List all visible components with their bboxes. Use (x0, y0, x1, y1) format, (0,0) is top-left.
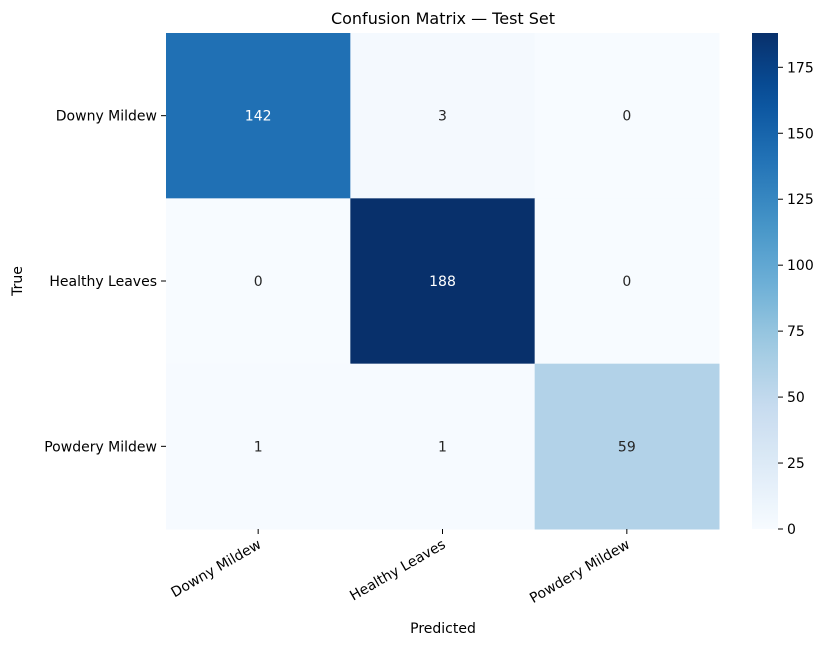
cell-value-label: 3 (438, 109, 447, 125)
chart-title: Confusion Matrix — Test Set (331, 9, 555, 28)
cell-value-label: 0 (622, 109, 631, 125)
colorbar-tick-label: 25 (787, 456, 805, 472)
y-tick-label: Downy Mildew (56, 109, 157, 125)
heatmap-cell (350, 363, 536, 530)
x-axis-ticks: Downy Mildew Healthy Leaves Powdery Mildew (169, 529, 633, 607)
heatmap-cell (534, 198, 720, 365)
colorbar-tick-label: 75 (787, 324, 805, 340)
colorbar-tick-label: 125 (787, 192, 814, 208)
x-axis-label: Predicted (410, 621, 476, 637)
cell-value-label: 142 (245, 109, 272, 125)
heatmap-cell-labels: 142 3 0 0 188 0 1 1 59 (245, 109, 636, 456)
y-tick-label: Powdery Mildew (44, 439, 157, 455)
y-axis-ticks: Downy Mildew Healthy Leaves Powdery Mildew (44, 109, 166, 455)
colorbar-tick-label: 150 (787, 126, 814, 142)
cell-value-label: 59 (618, 439, 636, 455)
y-tick-label: Healthy Leaves (49, 274, 157, 290)
heatmap-cells (166, 33, 720, 530)
heatmap-cell (166, 33, 351, 199)
colorbar (752, 33, 778, 529)
cell-value-label: 1 (438, 439, 447, 455)
colorbar-tick-label: 50 (787, 390, 805, 406)
heatmap-cell (350, 33, 536, 199)
colorbar-tick-label: 100 (787, 258, 814, 274)
heatmap-cell (166, 363, 351, 530)
heatmap-cell (534, 363, 720, 530)
y-axis-label: True (10, 266, 26, 297)
colorbar-tick-label: 175 (787, 60, 814, 76)
heatmap-cell (350, 198, 536, 365)
x-tick-label: Powdery Mildew (527, 537, 633, 607)
colorbar-ticks: 0 25 50 75 100 125 150 175 (778, 60, 814, 538)
x-tick-label: Downy Mildew (169, 537, 265, 601)
cell-value-label: 188 (429, 274, 456, 290)
heatmap-cell (534, 33, 720, 199)
x-tick-label: Healthy Leaves (347, 537, 448, 605)
heatmap-cell (166, 198, 351, 365)
cell-value-label: 0 (622, 274, 631, 290)
cell-value-label: 1 (254, 439, 263, 455)
colorbar-tick-label: 0 (787, 522, 796, 538)
cell-value-label: 0 (254, 274, 263, 290)
